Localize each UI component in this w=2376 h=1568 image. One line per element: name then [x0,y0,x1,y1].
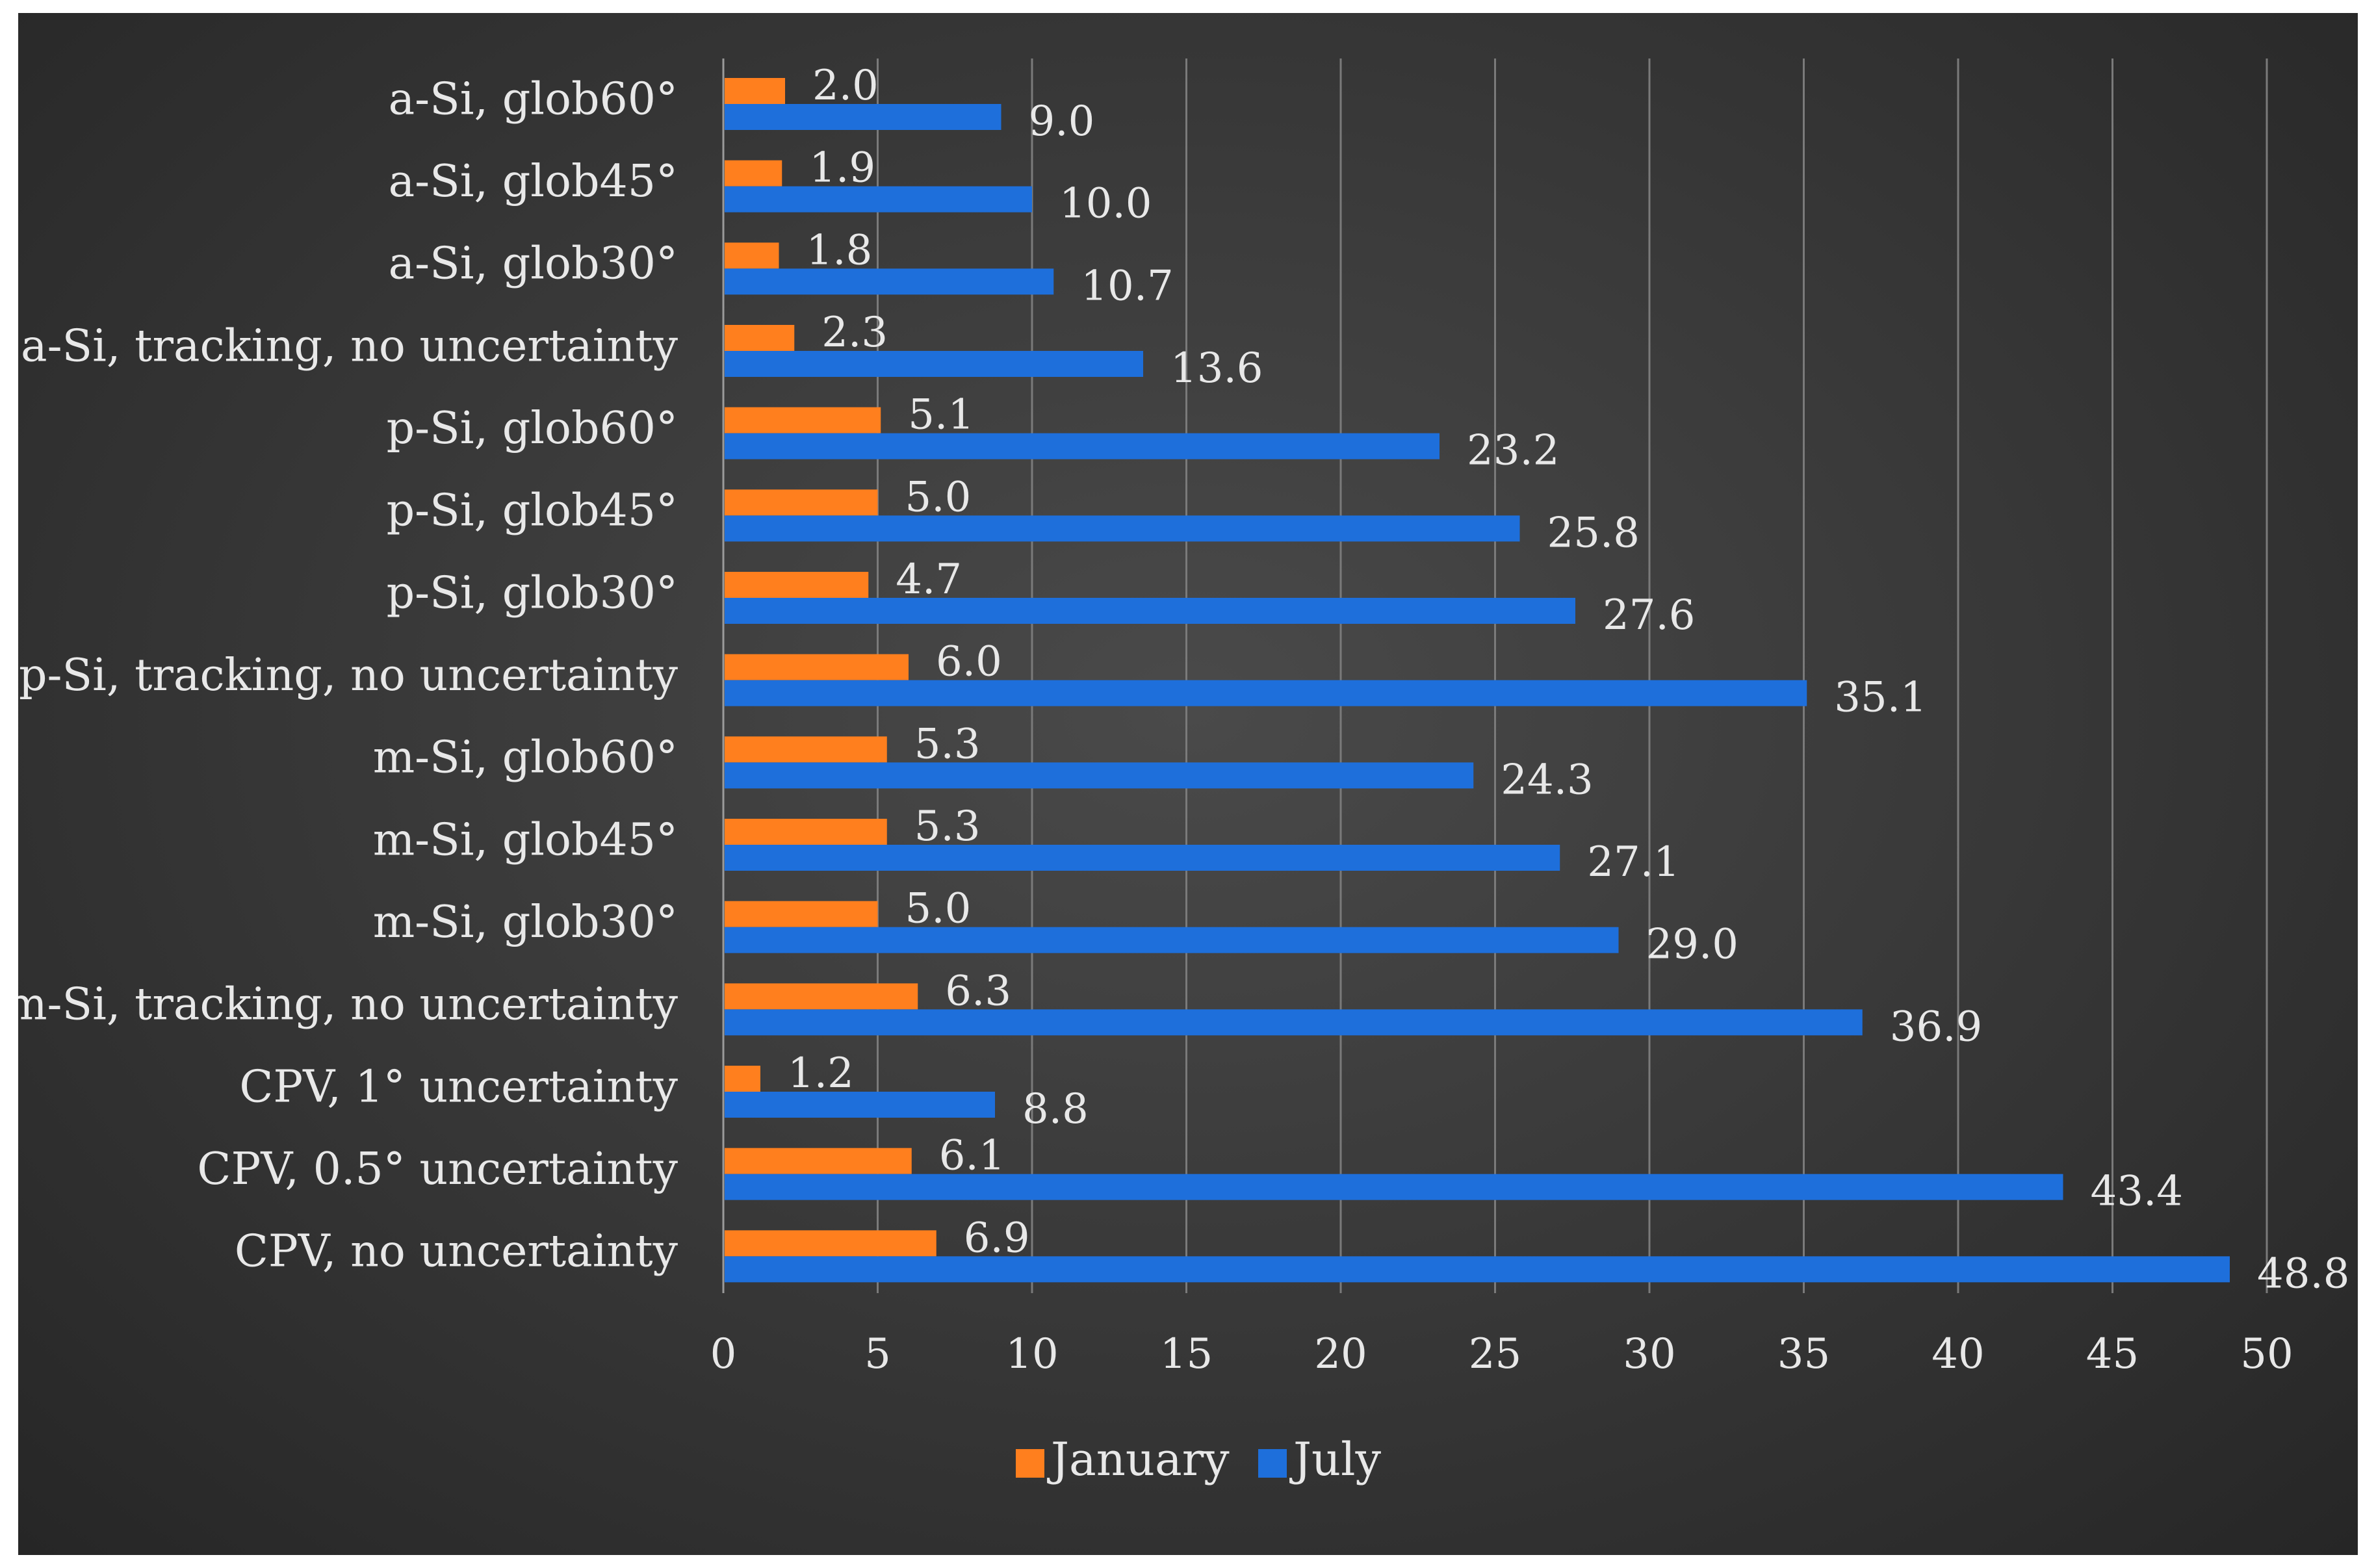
category-label-a-si-glob60: a-Si, glob60° [389,73,678,125]
data-label-january-m-si-tracking-no-uncertainty: 6.3 [945,967,1011,1015]
category-label-a-si-glob30: a-Si, glob30° [389,238,678,290]
data-label-july-cpv-0-5-uncertainty: 43.4 [2091,1168,2184,1216]
bar-july-m-si-glob45 [725,845,1560,871]
category-label-cpv-1-uncertainty: CPV, 1° uncertainty [239,1061,678,1112]
data-label-january-cpv-1-uncertainty: 1.2 [788,1049,854,1098]
category-label-p-si-tracking-no-uncertainty: p-Si, tracking, no uncertainty [19,650,678,701]
bar-july-p-si-tracking-no-uncertainty [725,680,1807,706]
data-label-january-p-si-glob45: 5.0 [905,473,972,521]
bar-january-p-si-glob45 [725,489,878,516]
category-label-p-si-glob45: p-Si, glob45° [387,485,678,537]
bar-january-a-si-glob60 [725,78,785,104]
bar-january-m-si-glob30 [725,901,878,927]
x-tick-label-15: 15 [1160,1330,1213,1378]
data-label-january-m-si-glob30: 5.0 [905,885,972,933]
bar-january-a-si-glob45 [725,160,782,186]
data-label-july-p-si-tracking-no-uncertainty: 35.1 [1834,674,1927,722]
x-tick-label-20: 20 [1314,1330,1367,1378]
bar-january-p-si-tracking-no-uncertainty [725,654,909,680]
data-label-july-cpv-no-uncertainty: 48.8 [2257,1250,2350,1298]
legend-label-january: January [1047,1433,1230,1486]
bar-january-cpv-0-5-uncertainty [725,1148,912,1174]
category-label-cpv-no-uncertainty: CPV, no uncertainty [235,1226,678,1278]
bar-january-a-si-glob30 [725,242,779,269]
data-label-july-m-si-tracking-no-uncertainty: 36.9 [1890,1003,1983,1051]
data-label-july-p-si-glob45: 25.8 [1547,509,1640,557]
bar-january-a-si-tracking-no-uncertainty [725,325,795,351]
data-label-january-a-si-glob45: 1.9 [809,144,875,192]
bar-january-m-si-glob45 [725,819,887,845]
data-label-july-cpv-1-uncertainty: 8.8 [1022,1085,1089,1133]
legend-label-july: July [1289,1433,1382,1486]
bars [725,78,2230,1283]
x-tick-label-0: 0 [710,1330,737,1378]
bar-july-a-si-glob60 [725,104,1001,130]
data-label-july-m-si-glob60: 24.3 [1501,756,1594,804]
data-label-january-a-si-glob30: 1.8 [807,226,873,274]
x-tick-label-40: 40 [1931,1330,1984,1378]
bar-january-p-si-glob30 [725,572,869,598]
data-label-july-m-si-glob45: 27.1 [1587,838,1680,886]
category-label-m-si-glob60: m-Si, glob60° [373,732,678,784]
bar-july-m-si-tracking-no-uncertainty [725,1009,1863,1036]
data-label-july-a-si-glob45: 10.0 [1059,180,1152,228]
data-label-january-a-si-tracking-no-uncertainty: 2.3 [821,309,888,357]
category-label-m-si-glob45: m-Si, glob45° [373,814,678,866]
data-label-july-a-si-tracking-no-uncertainty: 13.6 [1170,344,1263,392]
category-label-a-si-glob45: a-Si, glob45° [389,156,678,207]
x-tick-label-25: 25 [1469,1330,1521,1378]
bar-january-cpv-1-uncertainty [725,1066,760,1092]
data-label-january-a-si-glob60: 2.0 [812,62,879,110]
data-label-january-p-si-glob60: 5.1 [908,391,974,439]
gridlines [722,58,2268,1293]
bar-july-a-si-glob45 [725,186,1032,212]
bar-july-cpv-0-5-uncertainty [725,1174,2063,1200]
data-label-january-cpv-0-5-uncertainty: 6.1 [939,1132,1005,1180]
x-tick-label-50: 50 [2240,1330,2293,1378]
bar-chart: a-Si, glob60° a-Si, glob45° a-Si, glob30° a… [18,58,2350,1486]
category-label-cpv-0-5-uncertainty: CPV, 0.5° uncertainty [197,1144,678,1195]
x-tick-label-10: 10 [1005,1330,1058,1378]
legend: January July [1016,1433,1382,1486]
x-tick-label-5: 5 [864,1330,891,1378]
x-tick-label-35: 35 [1777,1330,1830,1378]
data-label-january-m-si-glob60: 5.3 [914,720,981,768]
bar-july-m-si-glob30 [725,927,1619,953]
data-label-january-cpv-no-uncertainty: 6.9 [964,1214,1030,1262]
data-label-january-p-si-glob30: 4.7 [896,556,962,604]
bar-january-p-si-glob60 [725,407,881,433]
x-tick-label-45: 45 [2086,1330,2139,1378]
legend-swatch-july [1258,1449,1287,1478]
data-label-july-a-si-glob30: 10.7 [1081,262,1174,310]
data-label-january-m-si-glob45: 5.3 [914,803,981,851]
bar-july-cpv-1-uncertainty [725,1092,995,1118]
data-label-july-p-si-glob60: 23.2 [1467,427,1560,475]
data-label-january-p-si-tracking-no-uncertainty: 6.0 [936,638,1002,686]
category-label-m-si-glob30: m-Si, glob30° [373,897,678,948]
category-label-p-si-glob60: p-Si, glob60° [387,403,678,454]
category-label-m-si-tracking-no-uncertainty: m-Si, tracking, no uncertainty [18,979,678,1031]
x-axis-ticks: 0 5 10 15 20 25 30 35 40 45 50 [710,1330,2293,1378]
chart-frame: a-Si, glob60° a-Si, glob45° a-Si, glob30° a… [18,13,2358,1555]
bar-january-m-si-glob60 [725,736,887,763]
category-label-p-si-glob30: p-Si, glob30° [387,567,678,619]
bar-july-p-si-glob30 [725,598,1575,624]
legend-swatch-january [1016,1449,1044,1478]
data-label-july-p-si-glob30: 27.6 [1603,591,1696,639]
bar-january-cpv-no-uncertainty [725,1230,936,1257]
x-tick-label-30: 30 [1623,1330,1675,1378]
bar-july-p-si-glob45 [725,515,1520,542]
data-label-july-m-si-glob30: 29.0 [1646,921,1739,969]
category-labels: a-Si, glob60° a-Si, glob45° a-Si, glob30° a… [18,73,678,1277]
category-label-a-si-tracking-no-uncertainty: a-Si, tracking, no uncertainty [21,320,678,372]
bar-july-a-si-tracking-no-uncertainty [725,351,1143,377]
bar-july-m-si-glob60 [725,762,1474,789]
bar-july-a-si-glob30 [725,268,1054,295]
bar-july-p-si-glob60 [725,433,1440,459]
data-label-july-a-si-glob60: 9.0 [1029,97,1095,146]
bar-january-m-si-tracking-no-uncertainty [725,983,918,1010]
data-labels: 2.0 9.0 1.9 10.0 1.8 10.7 2.3 13.6 5.1 23.2 5.0 25.… [788,62,2350,1298]
bar-july-cpv-no-uncertainty [725,1256,2230,1283]
